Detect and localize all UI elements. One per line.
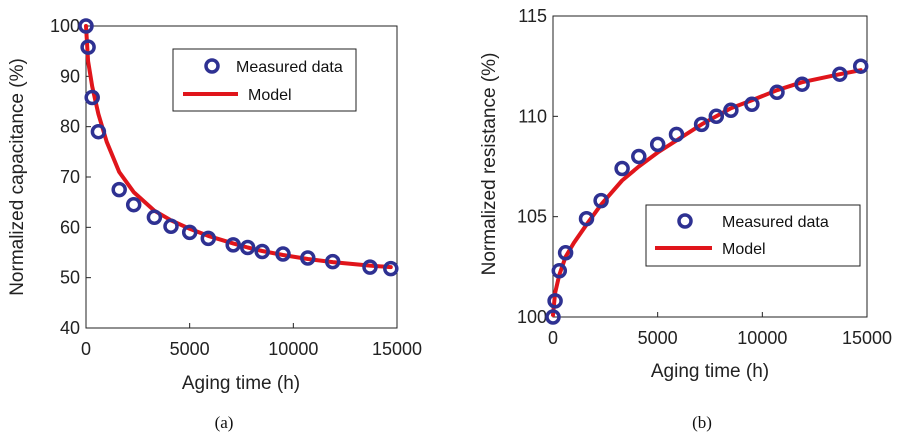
chart-a-data-point: [324, 253, 341, 270]
chart-a-data-point: [84, 89, 100, 106]
chart-b-y-axis-label: Normalized resistance (%): [479, 53, 500, 276]
chart-a-legend-box: [172, 48, 357, 112]
chart-a-data-point: [90, 123, 107, 140]
chart-a-data-point: [111, 181, 127, 198]
chart-b-plot-frame: [552, 15, 868, 318]
chart-a-data-point: [254, 243, 270, 260]
chart-b-legend-label-measured: Measured data: [722, 214, 829, 231]
chart-b-y-tick-label: 100: [517, 307, 547, 327]
chart-b-data-point: [668, 126, 685, 143]
chart-b-x-axis-label: Aging time (h): [651, 361, 769, 382]
chart-a-x-tick-label: 15000: [372, 339, 422, 359]
chart-a-y-tick-label: 90: [60, 66, 80, 86]
chart-b-data-point: [852, 58, 869, 74]
chart-a-data-point: [200, 230, 217, 247]
chart-a-data-point: [300, 250, 316, 266]
chart-b-data-point: [794, 76, 810, 92]
chart-a-data-point: [163, 218, 179, 235]
chart-a-data-point: [181, 224, 198, 241]
chart-b-data-point: [723, 102, 739, 119]
chart-a-model-line: [84, 24, 393, 270]
chart-b-data-point: [649, 136, 666, 153]
chart-a-panel-label: (a): [215, 413, 234, 432]
chart-b-x-tick-label: 15000: [842, 328, 892, 348]
chart-b-x-ticks: 0 5000 10000 15000: [548, 312, 892, 348]
chart-a-y-tick-label: 70: [60, 167, 80, 187]
chart-a-x-ticks: 0 5000 10000 15000: [81, 323, 422, 359]
chart-a-legend: Measured data Model: [172, 48, 357, 112]
chart-a-y-tick-label: 100: [50, 16, 80, 36]
chart-b-data-point: [578, 210, 595, 227]
chart-a-x-tick-label: 10000: [268, 339, 318, 359]
chart-a-data-point: [239, 239, 256, 256]
chart-a-data-point: [125, 196, 142, 213]
chart-a-y-axis-label: Normalized capacitance (%): [7, 58, 28, 296]
chart-b-data-point: [614, 160, 630, 177]
chart-a-legend-marker-measured: [204, 58, 220, 74]
chart-b-data-point: [551, 263, 568, 279]
chart-a-x-tick-label: 5000: [170, 339, 210, 359]
chart-b-data-point: [769, 84, 785, 101]
chart-b-data-point: [557, 245, 574, 261]
chart-b-x-tick-label: 10000: [737, 328, 787, 348]
chart-b-y-tick-label: 110: [518, 106, 547, 126]
chart-a-y-tick-label: 60: [60, 217, 80, 237]
chart-a-data-point: [383, 260, 399, 277]
chart-a-data-point: [146, 209, 163, 226]
chart-a-y-tick-label: 50: [60, 268, 80, 288]
chart-b-data-point: [631, 148, 647, 165]
chart-b-data-point: [545, 309, 561, 325]
chart-b-data-point: [744, 96, 760, 113]
chart-a-y-tick-label: 80: [60, 117, 80, 137]
chart-a-data-point: [362, 259, 378, 275]
chart-a-y-tick-label: 40: [60, 318, 80, 338]
chart-a-y-ticks: 40 50 60 70 80 90 100: [50, 16, 91, 338]
chart-b-y-tick-label: 115: [518, 6, 547, 26]
chart-b-y-ticks: 100 105 110 115: [517, 6, 558, 327]
chart-b-x-tick-label: 0: [548, 328, 558, 348]
chart-b-legend-label-model: Model: [722, 241, 766, 258]
chart-b-data-point: [693, 116, 710, 133]
chart-a-data-point: [78, 18, 94, 34]
chart-b-data-point: [832, 66, 848, 82]
chart-b-data-point: [593, 192, 609, 209]
chart-a-data-point: [80, 39, 96, 55]
chart-b-legend-marker-measured: [677, 213, 693, 229]
chart-a-series: [78, 18, 399, 277]
chart-a-legend-label-measured: Measured data: [236, 59, 343, 76]
chart-b-series: [545, 58, 869, 325]
chart-a: 40 50 60 70 80 90 100 0 5000 10000 15000 Aging ti…: [7, 16, 422, 432]
chart-b-panel-label: (b): [692, 413, 712, 432]
chart-a-x-tick-label: 0: [81, 339, 91, 359]
chart-b-x-tick-label: 5000: [638, 328, 678, 348]
chart-a-x-axis-label: Aging time (h): [182, 373, 300, 394]
chart-a-data-point: [225, 237, 241, 253]
chart-a-legend-label-model: Model: [248, 87, 292, 104]
chart-b: 100 105 110 115 0 5000 10000 15000 Aging time …: [479, 6, 892, 432]
chart-b-legend: Measured data Model: [645, 204, 861, 267]
chart-b-data-point: [708, 108, 725, 125]
chart-b-model-line: [551, 68, 863, 317]
chart-b-data-point: [547, 293, 563, 309]
chart-a-data-point: [275, 246, 291, 262]
chart-b-y-tick-label: 105: [517, 207, 547, 227]
